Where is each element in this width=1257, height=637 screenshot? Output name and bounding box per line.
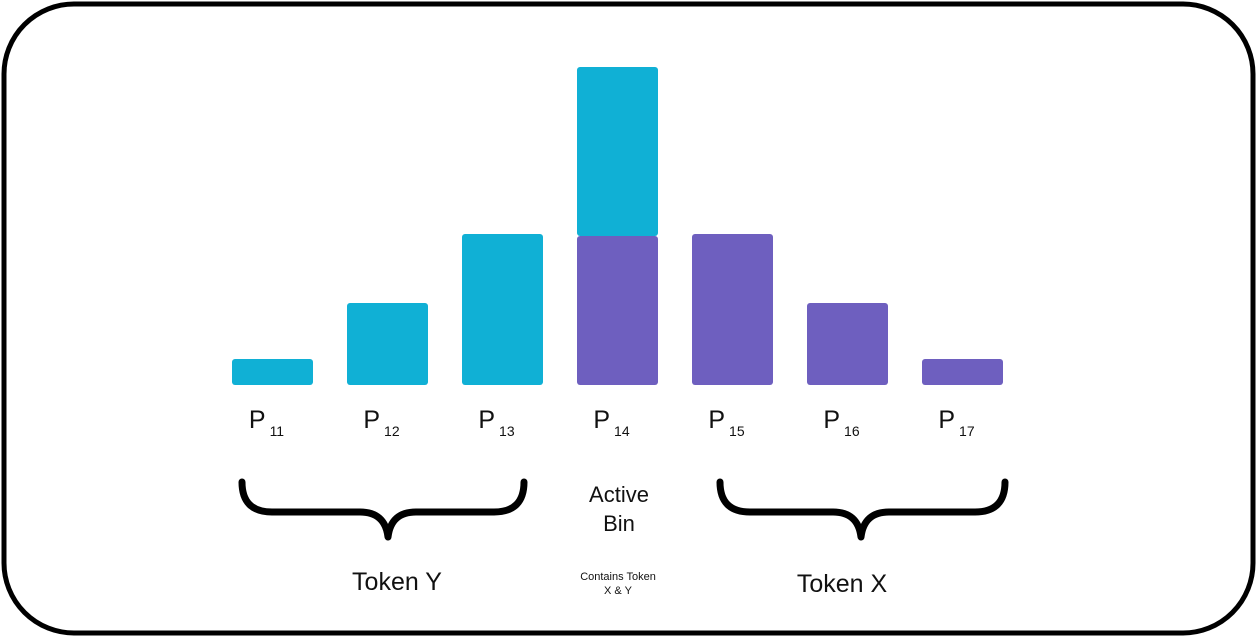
bin-name: P — [249, 406, 266, 434]
group-label: Token X — [797, 570, 888, 598]
bin-name: P — [823, 406, 840, 434]
bin-label: P 11 — [249, 406, 284, 439]
bin-subscript: 11 — [270, 423, 285, 439]
group-label: Token Y — [352, 568, 442, 596]
bin-name: P — [593, 406, 610, 434]
bin-label: P 17 — [938, 406, 974, 439]
bin-subscript: 15 — [729, 423, 745, 439]
bar — [692, 234, 773, 385]
bin-name: P — [478, 406, 495, 434]
bin-subscript: 17 — [959, 423, 975, 439]
bin-subscript: 14 — [614, 423, 630, 439]
bar — [462, 234, 543, 385]
brace — [238, 478, 528, 541]
annotation: Contains Token — [580, 571, 656, 583]
bar — [232, 359, 313, 385]
annotation: Bin — [603, 511, 635, 536]
bin-label: P 16 — [823, 406, 859, 439]
annotation: Active — [589, 482, 649, 507]
bar — [922, 359, 1003, 385]
bin-label: P 15 — [708, 406, 744, 439]
bin-subscript: 16 — [844, 423, 860, 439]
bar — [807, 303, 888, 385]
bar — [577, 67, 658, 236]
annotation: X & Y — [604, 585, 633, 597]
bin-name: P — [938, 406, 955, 434]
bar — [347, 303, 428, 385]
bin-subscript: 13 — [499, 423, 515, 439]
bin-label: P 13 — [478, 406, 514, 439]
bar — [577, 236, 658, 385]
bin-name: P — [708, 406, 725, 434]
brace — [716, 478, 1009, 541]
bin-label: P 12 — [363, 406, 399, 439]
bin-subscript: 12 — [384, 423, 400, 439]
bin-label: P 14 — [593, 406, 629, 439]
bin-name: P — [363, 406, 380, 434]
